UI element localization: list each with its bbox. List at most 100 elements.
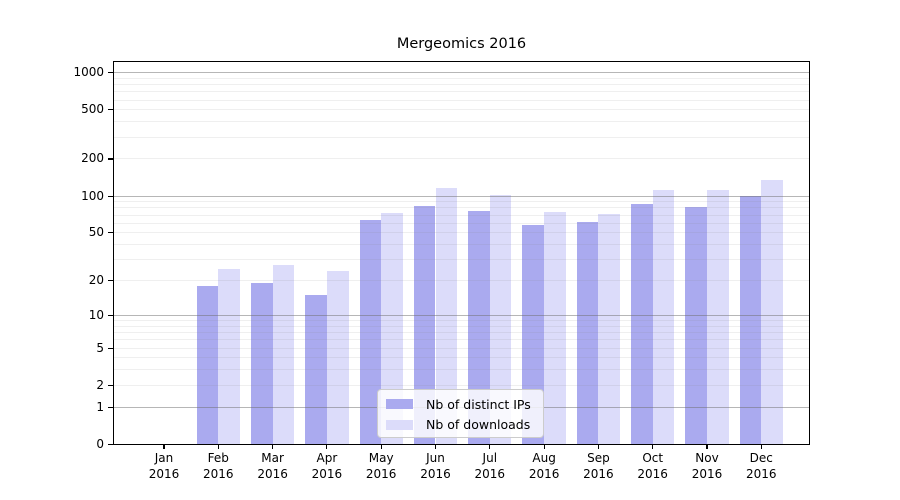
bar-nb-of-distinct-ips-jun: [413, 206, 436, 444]
x-tick-label-jan: Jan 2016: [148, 451, 180, 481]
y-tick-label-5: 5: [96, 340, 104, 355]
x-tick-label-dec: Dec 2016: [746, 451, 777, 481]
x-tick-mark-sep: [597, 444, 599, 449]
y-tick-mark-5: [108, 347, 113, 349]
y-tick-label-500: 500: [81, 102, 104, 117]
bar-nb-of-distinct-ips-mar: [250, 282, 273, 444]
y-tick-label-0: 0: [96, 437, 104, 451]
gridline-minor-600: [114, 99, 809, 101]
bar-nb-of-downloads-feb: [218, 268, 240, 444]
bar-nb-of-downloads-may: [381, 213, 403, 444]
gridline-minor-9: [114, 320, 809, 321]
y-tick-mark-200: [108, 158, 113, 160]
gridline-minor-4: [114, 357, 809, 359]
y-tick-mark-20: [108, 280, 113, 282]
y-tick-label-50: 50: [88, 225, 104, 240]
bar-nb-of-downloads-apr: [326, 270, 349, 444]
gridline-minor-90: [114, 201, 809, 203]
bar-nb-of-downloads-jun: [435, 188, 458, 444]
x-tick-label-jun: Jun 2016: [420, 451, 451, 481]
gridline-minor-70: [114, 214, 809, 216]
gridline-major-100: [114, 195, 809, 197]
x-tick-label-feb: Feb 2016: [203, 451, 234, 481]
gridline-minor-7: [114, 332, 809, 333]
x-tick-mark-oct: [652, 444, 654, 449]
y-tick-label-10: 10: [88, 307, 104, 322]
legend-swatch-nb-of-distinct-ips: [386, 399, 413, 410]
gridline-minor-20: [114, 280, 809, 282]
y-tick-mark-100: [108, 195, 113, 197]
gridline-minor-400: [114, 121, 809, 123]
y-tick-label-20: 20: [88, 273, 104, 288]
gridline-minor-700: [114, 91, 809, 93]
gridline-minor-40: [114, 244, 809, 245]
x-tick-label-apr: Apr 2016: [311, 451, 343, 481]
bar-nb-of-distinct-ips-apr: [305, 294, 327, 444]
legend-label-nb-of-distinct-ips: Nb of distinct IPs: [426, 396, 531, 412]
bar-nb-of-distinct-ips-dec: [739, 195, 762, 444]
x-tick-label-jul: Jul 2016: [474, 451, 506, 481]
bar-nb-of-distinct-ips-may: [359, 220, 382, 444]
bar-nb-of-distinct-ips-nov: [685, 207, 707, 444]
y-tick-mark-10: [108, 314, 113, 317]
bar-nb-of-downloads-sep: [598, 213, 621, 444]
gridline-minor-2: [114, 384, 809, 386]
y-tick-mark-2: [108, 384, 113, 386]
gridline-minor-500: [114, 109, 809, 111]
x-tick-mark-may: [380, 444, 382, 449]
bar-nb-of-downloads-aug: [544, 211, 566, 444]
legend-label-nb-of-downloads: Nb of downloads: [426, 417, 531, 433]
bar-nb-of-distinct-ips-sep: [576, 221, 599, 444]
gridline-minor-800: [114, 84, 809, 85]
y-tick-label-2: 2: [96, 377, 104, 392]
gridline-minor-6: [114, 339, 809, 341]
gridline-minor-30: [114, 259, 809, 261]
y-tick-label-1000: 1000: [73, 65, 104, 79]
x-tick-label-mar: Mar 2016: [257, 451, 288, 481]
legend-item-nb-of-downloads: Nb of downloads: [386, 415, 543, 436]
bar-nb-of-downloads-dec: [761, 179, 783, 444]
x-tick-label-nov: Nov 2016: [691, 451, 723, 481]
x-tick-label-sep: Sep 2016: [583, 451, 614, 481]
x-tick-mark-dec: [760, 444, 762, 449]
y-tick-mark-1: [108, 406, 113, 408]
y-tick-mark-50: [108, 232, 113, 234]
legend-item-nb-of-distinct-ips: Nb of distinct IPs: [386, 394, 543, 415]
bar-nb-of-distinct-ips-jul: [468, 210, 490, 444]
gridline-major-1000: [114, 72, 809, 73]
y-tick-label-200: 200: [81, 151, 104, 166]
gridline-minor-200: [114, 158, 809, 160]
y-tick-mark-500: [108, 109, 113, 111]
x-tick-mark-feb: [217, 444, 219, 449]
bar-nb-of-downloads-oct: [652, 189, 675, 444]
x-tick-mark-mar: [272, 444, 274, 449]
gridline-minor-300: [114, 136, 809, 138]
bar-nb-of-distinct-ips-feb: [196, 285, 219, 444]
x-tick-mark-jan: [163, 444, 165, 449]
y-tick-mark-0: [108, 444, 113, 446]
gridline-minor-3: [114, 369, 809, 371]
x-tick-label-aug: Aug 2016: [528, 451, 560, 481]
chart-title: Mergeomics 2016: [396, 36, 527, 52]
x-tick-mark-jul: [489, 444, 491, 449]
gridline-minor-8: [114, 325, 809, 327]
x-tick-mark-nov: [706, 444, 708, 449]
y-tick-label-1: 1: [96, 399, 104, 414]
legend-swatch-nb-of-downloads: [386, 419, 413, 430]
legend: Nb of distinct IPs Nb of downloads: [377, 389, 544, 438]
y-tick-mark-1000: [108, 72, 113, 74]
gridline-minor-5: [114, 347, 809, 349]
gridline-minor-50: [114, 232, 809, 234]
bar-nb-of-downloads-nov: [707, 189, 729, 444]
plot-area: [113, 61, 810, 445]
x-tick-label-may: May 2016: [365, 451, 397, 481]
x-tick-mark-jun: [434, 444, 437, 449]
gridline-minor-60: [114, 222, 809, 224]
bar-nb-of-downloads-jul: [489, 195, 512, 444]
y-tick-label-100: 100: [81, 188, 104, 203]
gridline-minor-900: [114, 77, 809, 79]
bar-nb-of-distinct-ips-oct: [631, 204, 653, 444]
gridline-minor-80: [114, 207, 809, 209]
bar-nb-of-downloads-mar: [272, 264, 295, 444]
